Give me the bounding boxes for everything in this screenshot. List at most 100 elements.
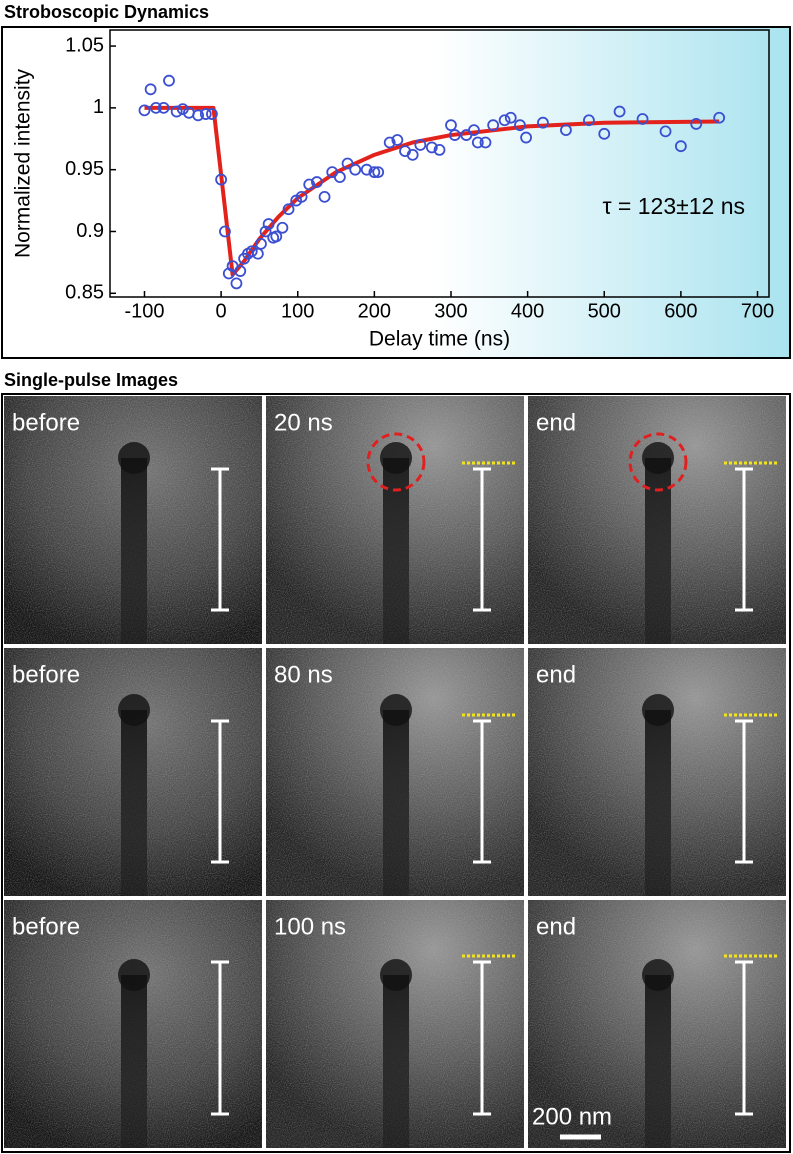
y-tick-label: 0.85 [65, 282, 104, 304]
data-point [170, 105, 183, 118]
data-point [383, 136, 396, 149]
red-circle [366, 432, 426, 492]
data-point [349, 163, 362, 176]
pillar-head [380, 442, 412, 474]
pillar [383, 710, 409, 896]
data-point [303, 178, 316, 191]
data-point [270, 230, 283, 243]
x-tick-label: 500 [588, 300, 621, 322]
panel-label: 100 ns [274, 913, 346, 940]
data-point [598, 127, 611, 140]
pillar [121, 975, 147, 1148]
data-point [333, 171, 346, 183]
data-point [425, 141, 438, 154]
x-tick-label: 200 [358, 300, 391, 322]
pillar [121, 458, 147, 644]
x-tick-label: 400 [511, 300, 544, 322]
annotation: τ = 123±12 ns [602, 193, 745, 219]
data-point [163, 74, 175, 87]
pillar-head [380, 959, 412, 991]
pillar-head [642, 694, 674, 726]
data-point [360, 163, 373, 176]
panel-label: end [536, 661, 576, 688]
pillar [645, 975, 671, 1148]
chart-box [1, 26, 791, 359]
data-point [514, 119, 526, 132]
panel-label: before [12, 409, 80, 436]
data-point [613, 105, 626, 118]
image-panel: end [528, 396, 786, 644]
panel-label: before [12, 913, 80, 940]
red-circle [628, 432, 688, 492]
x-tick-label: -100 [124, 300, 164, 322]
data-point [560, 124, 572, 137]
data-point [262, 218, 275, 230]
image-panel: 100 ns [266, 900, 524, 1148]
x-tick-label: 0 [216, 300, 227, 322]
data-point [310, 176, 323, 188]
data-point [341, 157, 354, 170]
data-point [192, 109, 205, 122]
section-title: Single-pulse Images [4, 370, 178, 390]
x-tick-label: 100 [281, 300, 314, 322]
plot-frame [109, 29, 770, 298]
data-point [468, 124, 480, 137]
image-panel: before [4, 396, 262, 644]
data-point [583, 114, 595, 127]
data-point [144, 83, 157, 96]
data-point [157, 101, 170, 114]
panel-label: before [12, 661, 80, 688]
pillar-head [118, 959, 150, 991]
data-point [448, 129, 461, 141]
pillar [645, 458, 671, 644]
data-point [498, 114, 511, 127]
data-point [230, 277, 243, 290]
data-point [479, 136, 492, 149]
pillar-head [380, 694, 412, 726]
image-panel: before [4, 648, 262, 896]
panel-label: 20 ns [274, 409, 333, 436]
data-point [713, 111, 726, 124]
data-point [176, 103, 189, 116]
data-point [433, 144, 446, 156]
panel-label: 80 ns [274, 661, 333, 688]
scale-bar-label: 200 nm [532, 1103, 612, 1130]
pillar [383, 975, 409, 1148]
data-point [295, 190, 308, 203]
x-tick-label: 600 [664, 300, 697, 322]
data-point [245, 245, 258, 258]
data-point [537, 116, 549, 129]
y-tick-label: 1 [93, 96, 104, 118]
pillar [383, 458, 409, 644]
image-panel: 20 ns [266, 396, 524, 644]
x-axis-label: Delay time (ns) [369, 328, 510, 351]
image-panel: 80 ns [266, 648, 524, 896]
data-point [487, 119, 500, 132]
pillar-head [642, 959, 674, 991]
data-point [372, 166, 385, 179]
pillar-head [642, 442, 674, 474]
data-point [659, 125, 672, 138]
image-panel: end [528, 648, 786, 896]
data-point [504, 111, 517, 124]
data-point [259, 225, 272, 238]
data-point [215, 173, 228, 186]
data-point [219, 225, 231, 238]
pillar-head [118, 442, 150, 474]
data-point [690, 118, 703, 130]
y-axis-label: Normalized intensity [12, 68, 35, 258]
data-point [318, 190, 331, 203]
data-point [674, 140, 687, 153]
data-point [276, 221, 289, 234]
x-tick-label: 700 [741, 300, 774, 322]
data-point [150, 101, 162, 114]
pillar [121, 710, 147, 896]
data-point [414, 139, 427, 151]
data-point [406, 148, 419, 161]
y-tick-label: 0.95 [65, 158, 104, 180]
chart-title: Stroboscopic Dynamics [4, 2, 209, 22]
panel-label: end [536, 409, 576, 436]
